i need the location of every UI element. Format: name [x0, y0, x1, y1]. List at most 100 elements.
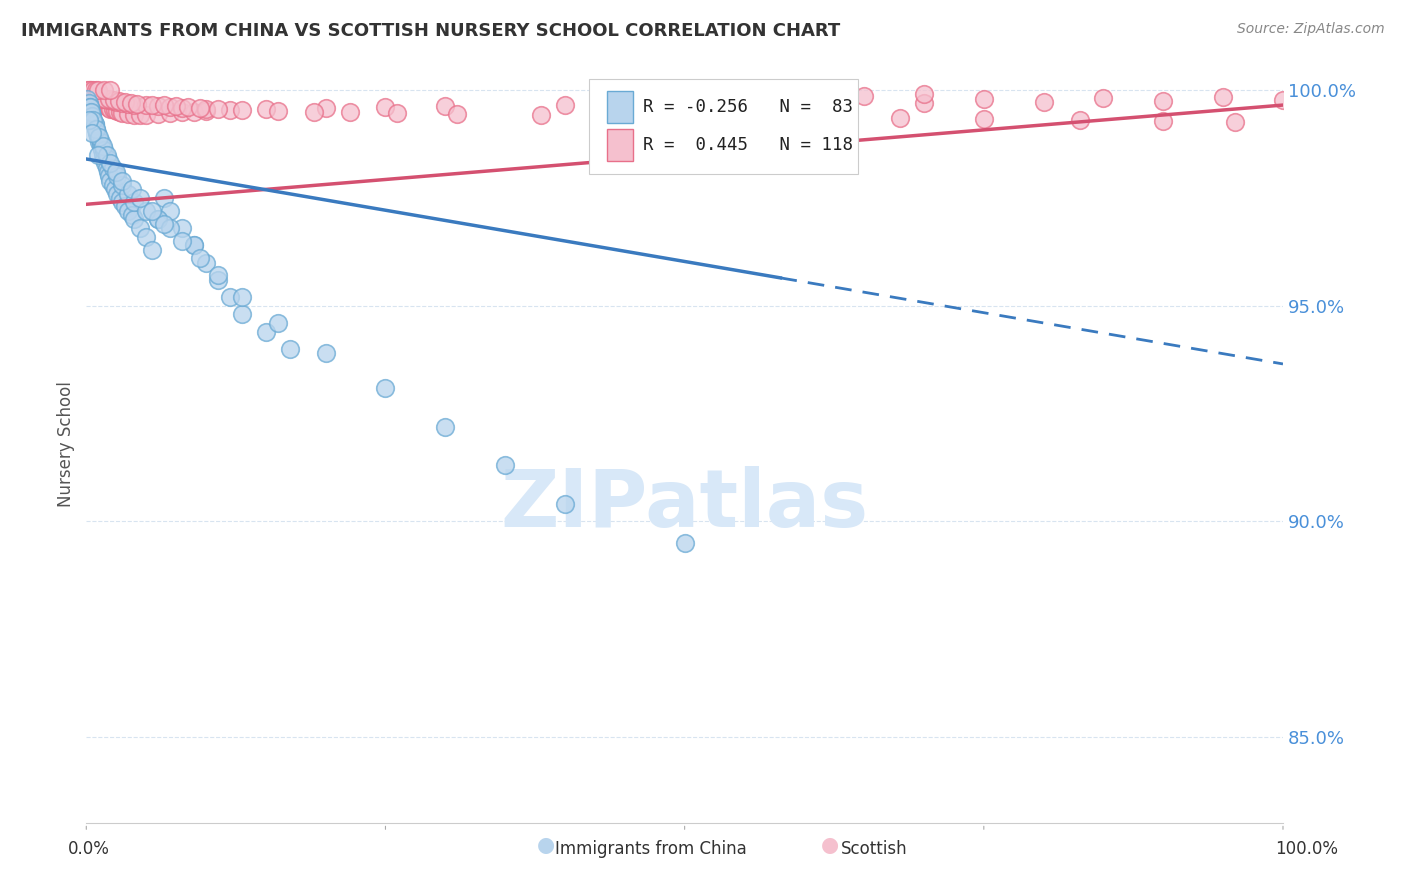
Point	[231, 103, 253, 117]
Point	[97, 93, 120, 107]
Point	[79, 83, 101, 97]
Point	[96, 99, 118, 113]
Point	[912, 95, 935, 110]
Point	[973, 92, 995, 106]
Point	[77, 95, 100, 110]
Text: 0.0%: 0.0%	[67, 840, 110, 858]
Point	[86, 126, 108, 140]
Text: R =  0.445   N = 118: R = 0.445 N = 118	[643, 136, 853, 154]
Point	[101, 178, 124, 192]
Point	[83, 90, 105, 104]
Point	[697, 110, 720, 124]
Point	[82, 89, 104, 103]
Point	[94, 98, 117, 112]
Point	[93, 152, 115, 166]
Point	[1092, 91, 1115, 105]
Point	[159, 100, 181, 114]
Point	[90, 95, 112, 110]
Point	[1032, 95, 1054, 109]
Point	[94, 92, 117, 106]
Point	[107, 104, 129, 119]
Point	[80, 83, 103, 97]
Point	[80, 104, 103, 119]
Point	[86, 92, 108, 106]
Point	[93, 92, 115, 106]
Point	[93, 97, 115, 112]
Point	[141, 97, 163, 112]
Point	[117, 186, 139, 201]
Point	[278, 342, 301, 356]
Text: 100.0%: 100.0%	[1275, 840, 1339, 858]
Point	[83, 88, 105, 103]
Point	[89, 135, 111, 149]
Point	[170, 105, 193, 120]
Point	[117, 203, 139, 218]
Point	[98, 169, 121, 184]
Point	[77, 86, 100, 100]
Point	[108, 105, 131, 120]
Point	[91, 96, 114, 111]
Text: Immigrants from China: Immigrants from China	[555, 840, 747, 858]
Point	[76, 92, 98, 106]
Point	[82, 83, 104, 97]
Point	[125, 96, 148, 111]
Point	[153, 217, 176, 231]
Point	[82, 126, 104, 140]
Point	[107, 94, 129, 108]
Point	[97, 165, 120, 179]
Point	[80, 104, 103, 119]
Point	[374, 100, 396, 114]
Point	[98, 102, 121, 116]
Point	[302, 104, 325, 119]
Point	[135, 229, 157, 244]
Point	[111, 195, 134, 210]
Point	[183, 238, 205, 252]
Point	[1272, 93, 1295, 107]
Point	[82, 89, 104, 103]
Point	[111, 95, 134, 110]
Point	[87, 147, 110, 161]
Point	[141, 203, 163, 218]
Point	[194, 103, 217, 118]
Point	[135, 108, 157, 122]
Point	[267, 316, 290, 330]
Point	[117, 106, 139, 120]
Text: ●: ●	[821, 836, 838, 855]
Point	[93, 83, 115, 97]
Text: IMMIGRANTS FROM CHINA VS SCOTTISH NURSERY SCHOOL CORRELATION CHART: IMMIGRANTS FROM CHINA VS SCOTTISH NURSER…	[21, 22, 841, 40]
Point	[98, 83, 121, 97]
Point	[84, 91, 107, 105]
Point	[84, 121, 107, 136]
Point	[97, 100, 120, 114]
Point	[374, 381, 396, 395]
Point	[80, 88, 103, 103]
Point	[889, 112, 911, 126]
Point	[82, 88, 104, 103]
Y-axis label: Nursery School: Nursery School	[58, 381, 75, 507]
Point	[89, 94, 111, 108]
Point	[434, 419, 457, 434]
Point	[613, 109, 636, 123]
Text: Scottish: Scottish	[841, 840, 907, 858]
Point	[79, 100, 101, 114]
Point	[170, 221, 193, 235]
Point	[111, 173, 134, 187]
Point	[104, 182, 127, 196]
Point	[231, 307, 253, 321]
Point	[1069, 113, 1091, 128]
Point	[83, 118, 105, 132]
Point	[111, 178, 134, 192]
Point	[219, 290, 242, 304]
Point	[77, 83, 100, 97]
Point	[673, 536, 696, 550]
Point	[1223, 115, 1246, 129]
Point	[87, 83, 110, 97]
Point	[434, 99, 457, 113]
Point	[129, 191, 152, 205]
Text: Source: ZipAtlas.com: Source: ZipAtlas.com	[1237, 22, 1385, 37]
Point	[114, 95, 136, 109]
Point	[554, 497, 576, 511]
Point	[673, 97, 696, 112]
Point	[207, 102, 229, 116]
Point	[98, 92, 121, 106]
